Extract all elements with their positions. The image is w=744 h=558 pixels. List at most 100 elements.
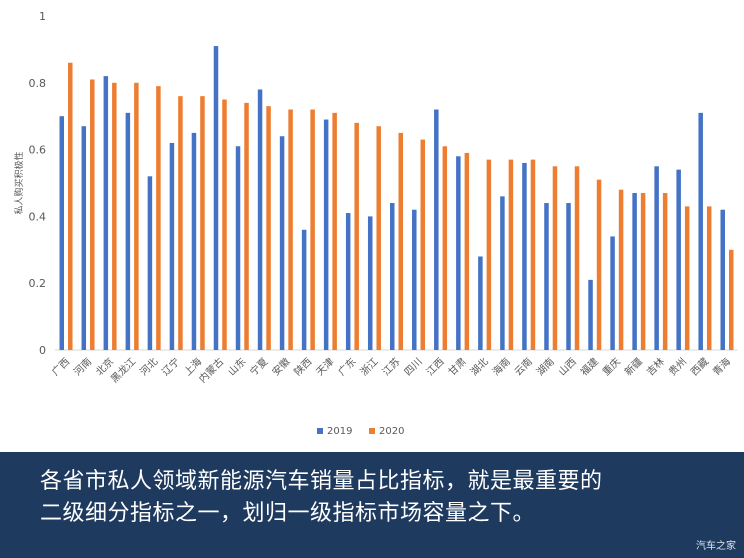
y-axis-label: 私人购买积极性 [13,151,25,214]
bar-2020 [222,99,227,350]
category-label: 江苏 [379,355,402,378]
bar-2020 [618,189,624,350]
bar-2019 [235,146,241,350]
bar-2020 [310,109,315,351]
bar-2020 [90,79,95,351]
bar-2019 [213,46,219,351]
category-label: 广西 [50,356,73,379]
category-label: 新疆 [622,355,645,378]
category-label: 黑龙江 [108,355,138,385]
bar-2020 [464,152,470,350]
bar-2019 [632,193,637,350]
bar-2019 [147,176,153,350]
category-label: 山东 [225,355,248,378]
bar-2019 [169,142,175,350]
bar-2019 [367,216,373,350]
bar-2020 [442,146,448,350]
category-label: 福建 [578,355,601,378]
category-label: 江西 [424,356,447,379]
bar-2020 [332,112,337,350]
category-label: 河北 [138,356,161,379]
y-tick-label: 0.6 [29,144,47,157]
y-tick-label: 0.2 [29,277,47,290]
bar-2019 [191,132,197,350]
category-label: 安徽 [269,355,292,378]
bar-2020 [530,159,536,350]
bar-2020 [244,102,249,350]
bar-2019 [544,203,549,350]
bar-2019 [720,209,725,350]
bar-2020 [684,206,690,350]
category-label: 湖南 [534,355,557,378]
category-label: 重庆 [600,355,623,378]
watermark-text: 汽车之家 [696,541,736,552]
category-label: 浙江 [358,356,381,379]
bar-2020 [288,109,293,351]
bar-2020 [266,106,271,351]
category-label: 青海 [710,355,733,378]
bar-2019 [456,156,461,350]
bar-2019 [610,236,615,350]
chart-area: 0 0.2 0.4 0.6 0.8 1 私人购买积极性 广西 河南 北京 黑龙江 河北 辽宁 上海 内蒙古山… [13,10,738,437]
y-tick-label: 0 [39,344,46,357]
category-label: 天津 [314,356,337,379]
legend-swatch-2020 [369,428,375,434]
bar-2019 [59,116,65,350]
bar-2020 [728,249,734,350]
bar-2019 [390,203,395,350]
caption-text: 各省市私人领域新能源汽车销量占比指标，就是最重要的 二级细分指标之一，划归一级指… [40,466,720,530]
category-label: 贵州 [666,355,689,378]
bar-2020 [552,166,558,350]
category-label: 河南 [71,355,94,378]
bar-2020 [420,139,426,350]
bar-2019 [103,76,109,351]
y-tick-label: 0.8 [29,77,47,90]
category-label: 四川 [403,356,425,378]
bar-2020 [574,166,580,350]
bar-2019 [698,112,703,350]
bar-2020 [178,96,183,350]
category-label: 吉林 [644,355,667,378]
caption-line-1: 各省市私人领域新能源汽车销量占比指标，就是最重要的 [40,469,603,494]
caption-band: 各省市私人领域新能源汽车销量占比指标，就是最重要的 二级细分指标之一，划归一级指… [0,452,744,558]
bar-2019 [323,119,329,350]
category-label: 西藏 [688,356,711,379]
bar-2019 [522,162,527,350]
bar-2020 [596,179,602,350]
bar-2020 [398,132,403,350]
bar-2020 [134,82,139,351]
y-tick-label: 0.4 [29,210,47,223]
bar-2019 [478,256,483,350]
bar-2020 [112,82,117,351]
category-label: 宁夏 [247,355,270,378]
bar-2019 [566,203,571,350]
caption-line-2: 二级细分指标之一，划归一级指标市场容量之下。 [40,501,536,526]
bar-2019 [301,229,307,350]
bar-2020 [662,193,668,350]
category-label: 陕西 [291,355,314,378]
bar-2019 [588,279,593,350]
category-label: 山西 [556,356,579,379]
category-label: 辽宁 [159,355,182,378]
legend-label: 2019 [327,426,352,437]
bar-2019 [434,109,439,351]
category-label: 广东 [335,355,358,378]
bar-2019 [81,126,87,350]
bar-2020 [200,96,205,350]
bar-2020 [156,86,161,350]
legend-label: 2020 [379,426,404,437]
category-label: 内蒙古 [196,355,226,385]
bar-2020 [68,62,73,350]
bar-2019 [654,166,659,350]
category-label: 云南 [511,355,534,378]
y-tick-label: 1 [39,10,46,23]
category-label: 湖北 [468,356,491,379]
bar-2020 [706,206,712,350]
category-label: 海南 [489,355,512,378]
bar-2020 [508,159,514,350]
bar-2019 [676,169,681,350]
bar-2019 [500,196,505,350]
bar-2020 [640,193,646,350]
bar-2019 [257,89,263,350]
bar-2020 [354,122,359,350]
